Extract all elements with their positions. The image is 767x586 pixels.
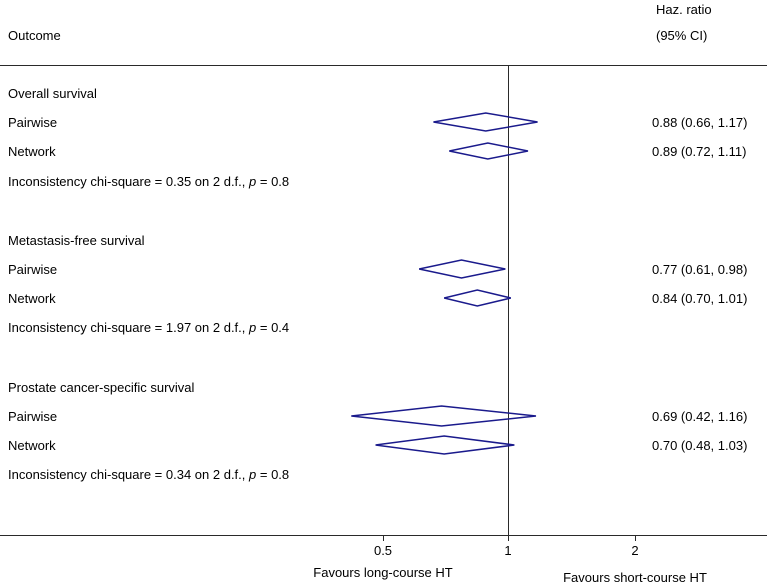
x-tick-label-2: 2 [631, 543, 639, 558]
hr-value: 0.88 (0.66, 1.17) [652, 115, 748, 130]
x-tick-label-05: 0.5 [373, 543, 393, 558]
hr-value: 0.77 (0.61, 0.98) [652, 262, 748, 277]
favours-left-label: Favours long-course HT [313, 565, 453, 580]
inconsistency-note: Inconsistency chi-square = 0.35 on 2 d.f… [8, 174, 289, 189]
reference-line [508, 66, 509, 535]
diamond-metastasis-free-survival-pairwise [418, 259, 506, 279]
note-text: Inconsistency chi-square = 0.34 on 2 d.f… [8, 467, 250, 482]
inconsistency-note: Inconsistency chi-square = 0.34 on 2 d.f… [8, 467, 289, 482]
note-value: = 0.4 [256, 320, 290, 335]
diamond-metastasis-free-survival-network [443, 289, 511, 307]
note-p: p [249, 320, 257, 335]
note-text: Inconsistency chi-square = 0.35 on 2 d.f… [8, 174, 250, 189]
row-label-network: Network [8, 438, 56, 453]
diamond-overall-survival-network [449, 142, 529, 160]
x-tick-1 [508, 535, 509, 541]
row-label-network: Network [8, 144, 56, 159]
hr-column-header-line1: Haz. ratio [656, 2, 712, 17]
note-text: Inconsistency chi-square = 1.97 on 2 d.f… [8, 320, 250, 335]
note-value: = 0.8 [256, 467, 290, 482]
group-title: Overall survival [8, 86, 97, 101]
inconsistency-note: Inconsistency chi-square = 1.97 on 2 d.f… [8, 320, 289, 335]
group-title: Metastasis-free survival [8, 233, 145, 248]
diamond-overall-survival-pairwise [433, 112, 538, 132]
diamond-prostate-cancer-specific-survival-network [375, 435, 515, 455]
x-tick-05 [383, 535, 384, 541]
hr-value: 0.69 (0.42, 1.16) [652, 409, 748, 424]
x-tick-label-1: 1 [504, 543, 512, 558]
favours-right-label: Favours short-course HT [563, 570, 707, 585]
note-p: p [249, 467, 257, 482]
row-label-pairwise: Pairwise [8, 409, 58, 424]
note-p: p [249, 174, 257, 189]
hr-value: 0.70 (0.48, 1.03) [652, 438, 748, 453]
hr-value: 0.89 (0.72, 1.11) [652, 144, 747, 159]
x-tick-2 [635, 535, 636, 541]
hr-column-header-line2: (95% CI) [656, 28, 708, 43]
header-divider-line [0, 65, 767, 66]
diamond-layer [351, 112, 538, 455]
hr-value: 0.84 (0.70, 1.01) [652, 291, 748, 306]
group-title: Prostate cancer-specific survival [8, 380, 195, 395]
diamond-prostate-cancer-specific-survival-pairwise [351, 405, 537, 427]
row-label-network: Network [8, 291, 56, 306]
note-value: = 0.8 [256, 174, 290, 189]
outcome-column-header: Outcome [8, 28, 61, 43]
row-label-pairwise: Pairwise [8, 262, 58, 277]
row-label-pairwise: Pairwise [8, 115, 58, 130]
